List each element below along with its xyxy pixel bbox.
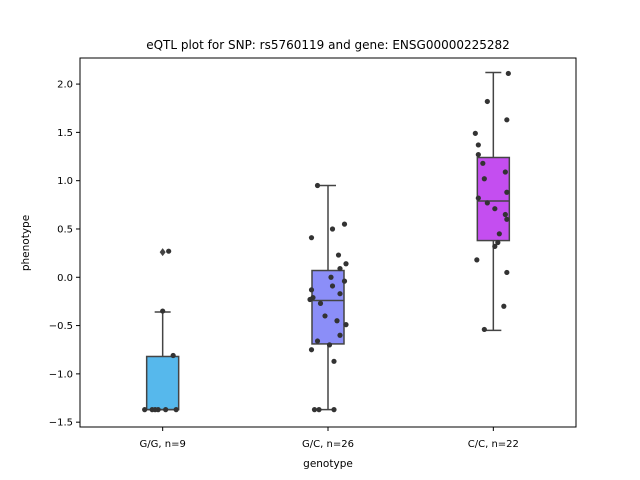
data-point xyxy=(502,169,508,175)
data-point xyxy=(492,243,498,249)
data-point xyxy=(173,407,179,413)
data-point xyxy=(504,117,510,123)
data-point xyxy=(341,221,348,227)
data-point xyxy=(504,189,510,195)
box-iqr xyxy=(145,355,180,411)
data-point xyxy=(142,407,148,413)
data-point xyxy=(331,358,337,364)
data-point xyxy=(495,239,501,246)
data-point xyxy=(166,248,172,254)
data-point xyxy=(475,195,481,201)
y-tick-label: −0.5 xyxy=(49,321,73,332)
data-point xyxy=(311,407,318,413)
y-axis-label: phenotype xyxy=(20,215,32,271)
data-point xyxy=(504,269,510,276)
box-iqr xyxy=(311,269,345,345)
x-tick-label: G/C, n=26 xyxy=(302,439,354,450)
data-point xyxy=(314,338,321,344)
data-point xyxy=(475,151,481,158)
data-point xyxy=(484,200,490,206)
data-point xyxy=(308,287,315,293)
y-tick-label: 2.0 xyxy=(57,80,73,91)
data-point xyxy=(170,352,176,359)
data-point xyxy=(343,261,349,267)
y-tick-label: 0.0 xyxy=(57,273,73,284)
data-point xyxy=(337,291,343,297)
outlier-marker xyxy=(159,248,166,257)
y-tick-label: 0.5 xyxy=(57,224,73,235)
data-point xyxy=(329,226,336,232)
data-point xyxy=(152,407,158,413)
data-point xyxy=(307,296,313,303)
y-tick-label: −1.5 xyxy=(49,418,73,429)
data-point xyxy=(484,98,490,105)
x-tick-label: C/C, n=22 xyxy=(468,439,519,450)
boxes-layer xyxy=(145,71,511,411)
data-point xyxy=(328,274,334,280)
data-point xyxy=(472,130,478,136)
data-point xyxy=(474,257,480,263)
data-point xyxy=(334,318,340,324)
data-point xyxy=(331,407,337,413)
data-point xyxy=(505,70,511,77)
data-point xyxy=(317,300,324,306)
points-layer xyxy=(142,70,511,413)
x-axis: G/G, n=9 G/C, n=26 C/C, n=22 xyxy=(140,427,519,450)
x-axis-label: genotype xyxy=(303,458,353,470)
data-point xyxy=(492,206,498,212)
data-point xyxy=(160,308,166,314)
x-tick-label: G/G, n=9 xyxy=(140,439,186,450)
data-point xyxy=(163,407,169,413)
data-point xyxy=(496,231,502,237)
data-point xyxy=(335,252,342,258)
y-tick-label: 1.0 xyxy=(57,176,73,187)
data-point xyxy=(504,216,510,222)
data-point xyxy=(475,142,481,148)
data-point xyxy=(308,235,315,241)
y-tick-label: 1.5 xyxy=(57,128,73,139)
data-point xyxy=(329,283,336,289)
chart-title: eQTL plot for SNP: rs5760119 and gene: E… xyxy=(146,38,510,52)
data-point xyxy=(337,265,343,272)
data-point xyxy=(322,313,328,319)
data-point xyxy=(341,278,348,284)
data-point xyxy=(326,342,333,348)
data-point xyxy=(308,347,315,353)
data-point xyxy=(316,407,322,413)
data-point xyxy=(481,326,487,333)
data-point xyxy=(337,332,343,338)
data-point xyxy=(480,160,486,166)
data-point xyxy=(501,303,507,309)
data-point xyxy=(343,322,349,328)
data-point xyxy=(314,182,321,189)
data-point xyxy=(502,211,508,218)
data-point xyxy=(481,176,487,182)
y-tick-label: −1.0 xyxy=(49,369,73,380)
y-axis: −1.5 −1.0 −0.5 0.0 0.5 1.0 1.5 2.0 xyxy=(49,80,80,429)
